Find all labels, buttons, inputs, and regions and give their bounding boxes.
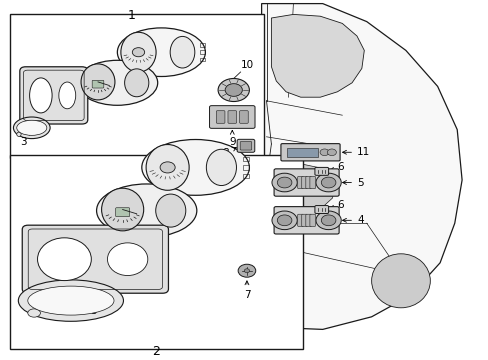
FancyBboxPatch shape [280,144,340,161]
Ellipse shape [107,243,147,275]
Ellipse shape [371,254,429,308]
Circle shape [132,48,144,57]
FancyBboxPatch shape [314,206,328,213]
Circle shape [244,269,249,273]
Circle shape [238,264,255,277]
Polygon shape [271,14,364,97]
Bar [10,155,303,349]
FancyBboxPatch shape [22,225,168,293]
Ellipse shape [59,82,76,109]
FancyBboxPatch shape [301,214,307,226]
Circle shape [218,78,249,102]
Text: 3: 3 [20,131,30,147]
Ellipse shape [124,69,148,97]
Text: 4: 4 [342,215,363,225]
Ellipse shape [97,184,196,237]
Ellipse shape [102,188,143,231]
Text: 10: 10 [240,60,253,70]
FancyBboxPatch shape [92,80,103,88]
FancyBboxPatch shape [305,176,311,189]
Circle shape [321,215,335,226]
Ellipse shape [142,139,249,195]
Text: 9: 9 [228,130,235,147]
Bar [10,14,264,158]
Text: 7: 7 [243,281,250,300]
FancyBboxPatch shape [115,208,129,217]
Text: 3: 3 [74,302,97,316]
Ellipse shape [38,238,91,280]
Ellipse shape [117,28,205,77]
FancyBboxPatch shape [20,67,87,124]
FancyBboxPatch shape [305,214,311,226]
Circle shape [271,173,297,192]
Ellipse shape [81,64,115,100]
Polygon shape [256,4,461,329]
Ellipse shape [17,120,47,135]
Ellipse shape [30,78,52,113]
Text: 5: 5 [342,177,363,188]
FancyBboxPatch shape [297,214,303,226]
Ellipse shape [17,132,21,136]
Text: 8: 8 [222,148,236,158]
Circle shape [315,173,341,192]
FancyBboxPatch shape [314,167,328,175]
Ellipse shape [28,286,114,315]
FancyBboxPatch shape [273,207,339,234]
FancyBboxPatch shape [301,176,307,189]
Polygon shape [271,164,334,214]
Circle shape [315,211,341,230]
Text: 1: 1 [128,9,136,22]
FancyBboxPatch shape [309,214,315,226]
Circle shape [271,211,297,230]
Text: 11: 11 [342,147,369,157]
Ellipse shape [28,309,41,317]
Text: 6: 6 [329,162,344,172]
Circle shape [224,84,242,96]
Circle shape [277,177,291,188]
Ellipse shape [170,36,194,68]
Ellipse shape [121,32,156,72]
Text: 6: 6 [329,200,344,210]
Circle shape [321,177,335,188]
FancyBboxPatch shape [209,106,255,129]
FancyBboxPatch shape [297,176,303,189]
FancyBboxPatch shape [216,111,224,123]
Text: 2: 2 [152,345,160,358]
Circle shape [326,149,336,156]
FancyBboxPatch shape [240,141,251,150]
Ellipse shape [14,117,50,139]
FancyBboxPatch shape [286,148,317,157]
Ellipse shape [155,194,185,227]
Ellipse shape [146,144,189,190]
FancyBboxPatch shape [239,111,248,123]
FancyBboxPatch shape [237,139,254,152]
Circle shape [320,149,328,156]
FancyBboxPatch shape [273,169,339,196]
Ellipse shape [18,280,123,321]
FancyBboxPatch shape [227,111,236,123]
Circle shape [160,162,175,173]
FancyBboxPatch shape [309,176,315,189]
Ellipse shape [77,60,157,105]
Circle shape [277,215,291,226]
Ellipse shape [206,149,236,185]
